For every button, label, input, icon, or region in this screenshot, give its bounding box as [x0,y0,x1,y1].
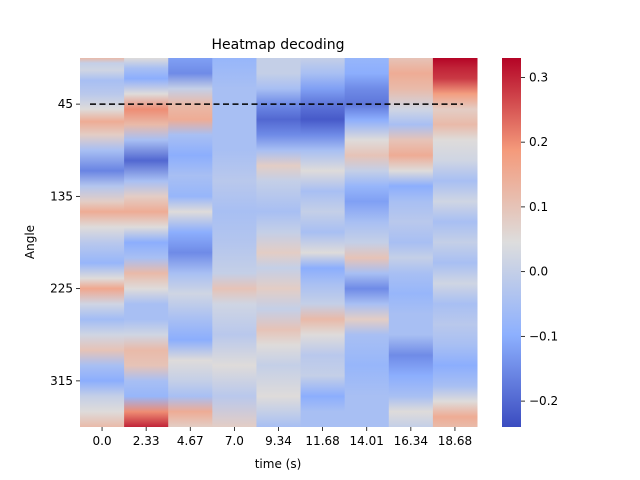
colorbar-tick-label: 0.2 [529,135,548,149]
y-tick-label: 225 [50,282,73,296]
x-tick-label: 7.0 [225,434,244,448]
colorbar-tick-label: −0.1 [529,329,558,343]
x-tick-label: 14.01 [350,434,384,448]
heatmap-column [388,58,434,427]
heatmap-cells [80,58,478,427]
heatmap-column [344,58,390,427]
colorbar-ticks: −0.2 −0.1 0.0 0.1 0.2 0.3 [521,70,558,408]
heatmap-column [300,58,346,427]
heatmap-column [432,58,478,427]
x-axis-ticks: 0.0 2.33 4.67 7.0 9.34 11.68 14.01 16.34 18.68 [93,427,472,448]
y-tick-label: 315 [50,374,73,388]
heatmap-column [212,58,257,427]
heatmap-column [256,58,302,427]
y-tick-label: 135 [50,189,73,203]
x-tick-label: 2.33 [133,434,160,448]
heatmap-column [80,58,125,427]
x-tick-label: 0.0 [93,434,112,448]
heatmap-column [168,58,213,427]
y-tick-label: 45 [58,97,73,111]
x-axis-label: time (s) [255,457,302,471]
x-tick-label: 16.34 [394,434,428,448]
x-tick-label: 9.34 [265,434,292,448]
y-axis-ticks: 45 135 225 315 [50,97,80,388]
colorbar-tick-label: 0.0 [529,265,548,279]
colorbar-tick-label: −0.2 [529,394,558,408]
heatmap-column [124,58,169,427]
x-tick-label: 4.67 [177,434,204,448]
x-tick-label: 18.68 [438,434,472,448]
colorbar [502,58,521,427]
colorbar-tick-label: 0.3 [529,70,548,84]
colorbar-tick-label: 0.1 [529,200,548,214]
x-tick-label: 11.68 [305,434,339,448]
y-axis-label: Angle [23,225,37,259]
chart-title: Heatmap decoding [211,37,344,53]
